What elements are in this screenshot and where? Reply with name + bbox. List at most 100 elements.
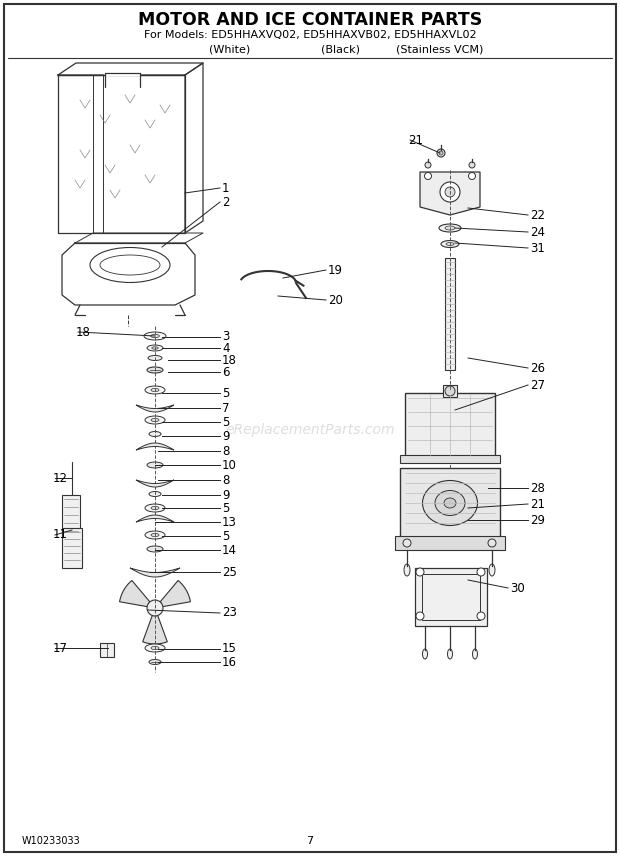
Bar [422,574,480,620]
Bar [400,468,500,548]
Ellipse shape [147,345,163,351]
Text: 18: 18 [222,354,237,366]
Text: For Models: ED5HHAXVQ02, ED5HHAXVB02, ED5HHAXVL02: For Models: ED5HHAXVQ02, ED5HHAXVB02, ED… [144,30,476,40]
Ellipse shape [151,335,159,337]
Polygon shape [130,568,180,577]
Text: (Black): (Black) [321,44,360,54]
Text: 16: 16 [222,656,237,669]
Polygon shape [136,405,174,412]
Ellipse shape [144,332,166,340]
Text: 21: 21 [530,497,545,510]
Text: 31: 31 [530,241,545,254]
Text: 11: 11 [53,528,68,542]
Text: 1: 1 [222,181,229,194]
Text: 18: 18 [76,325,91,338]
Bar [415,568,487,626]
Ellipse shape [152,347,158,349]
Ellipse shape [147,546,163,552]
Text: 15: 15 [222,643,237,656]
Ellipse shape [477,568,485,576]
Text: 25: 25 [222,566,237,579]
Text: 13: 13 [222,515,237,528]
Ellipse shape [448,649,453,659]
Text: 6: 6 [222,366,229,378]
Ellipse shape [416,568,424,576]
Ellipse shape [488,539,496,547]
Ellipse shape [147,600,163,616]
Bar [445,258,455,370]
Ellipse shape [445,226,455,230]
Text: 19: 19 [328,264,343,276]
Polygon shape [420,172,480,215]
Ellipse shape [469,173,476,180]
Text: 10: 10 [222,459,237,472]
Ellipse shape [489,564,495,576]
Bar [395,536,505,550]
Ellipse shape [469,162,475,168]
Ellipse shape [151,507,159,509]
Bar [62,495,80,535]
Ellipse shape [422,649,428,659]
Ellipse shape [425,173,432,180]
Ellipse shape [472,649,477,659]
Polygon shape [120,580,150,607]
Text: 5: 5 [222,530,229,543]
Ellipse shape [416,612,424,620]
Ellipse shape [445,386,455,396]
Ellipse shape [149,659,161,664]
Polygon shape [160,580,190,607]
Text: 22: 22 [530,209,545,222]
Ellipse shape [151,533,159,537]
Ellipse shape [440,182,460,202]
Polygon shape [136,480,174,487]
Text: 7: 7 [306,836,314,846]
Ellipse shape [444,498,456,508]
Ellipse shape [145,386,165,394]
Text: 29: 29 [530,514,545,526]
Ellipse shape [437,149,445,157]
Ellipse shape [425,162,431,168]
Ellipse shape [439,224,461,232]
Text: 24: 24 [530,225,545,239]
Ellipse shape [147,367,163,373]
Ellipse shape [446,242,454,246]
Ellipse shape [147,462,163,468]
Text: 28: 28 [530,482,545,495]
Text: 9: 9 [222,489,229,502]
Ellipse shape [145,531,165,539]
Text: 5: 5 [222,502,229,514]
Ellipse shape [441,241,459,247]
Ellipse shape [145,644,165,652]
Ellipse shape [145,504,165,512]
Ellipse shape [439,151,443,155]
Text: 2: 2 [222,195,229,209]
Bar [443,385,457,397]
Text: 8: 8 [222,444,229,457]
Ellipse shape [145,416,165,424]
Text: 7: 7 [222,401,229,414]
Polygon shape [136,515,174,522]
Polygon shape [136,443,174,450]
Bar [62,528,82,568]
Text: W10233033: W10233033 [22,836,81,846]
Text: 30: 30 [510,581,525,595]
Ellipse shape [404,564,410,576]
Ellipse shape [151,419,159,422]
Text: (White): (White) [210,44,250,54]
Text: 8: 8 [222,473,229,486]
Text: 5: 5 [222,415,229,429]
Bar [100,643,114,657]
Text: 9: 9 [222,430,229,443]
Ellipse shape [149,491,161,496]
Ellipse shape [148,355,162,360]
Ellipse shape [477,612,485,620]
Ellipse shape [151,389,159,391]
Text: 17: 17 [53,641,68,655]
Text: 3: 3 [222,330,229,343]
Text: 12: 12 [53,472,68,484]
Text: 21: 21 [408,134,423,146]
Text: 14: 14 [222,544,237,556]
Ellipse shape [422,480,477,526]
Ellipse shape [151,646,159,650]
Polygon shape [143,615,167,644]
